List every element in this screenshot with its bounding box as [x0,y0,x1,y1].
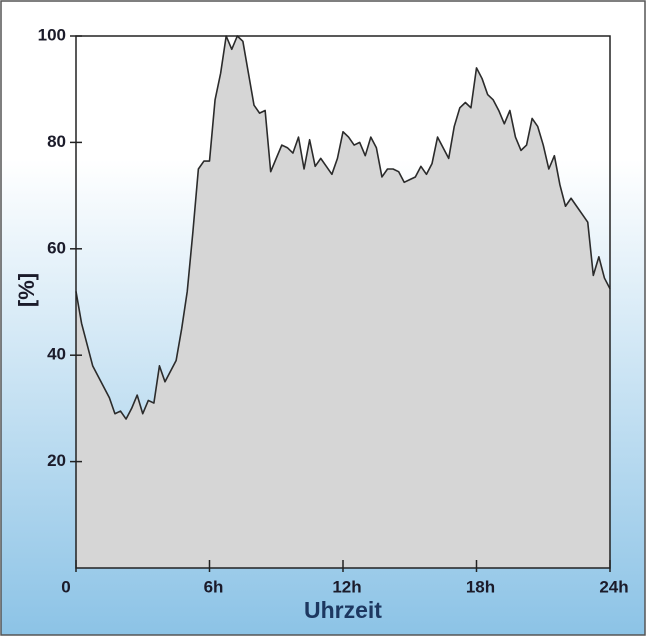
x-tick-label: 24h [599,577,628,596]
area-line [75,35,611,420]
x-axis-label: Uhrzeit [304,597,382,623]
y-tick-label: 20 [47,451,66,470]
area-fill [76,36,610,568]
y-tick-label: 80 [47,132,66,151]
y-tick-label: 100 [38,25,66,44]
y-tick-label: 60 [47,238,66,257]
x-tick-label: 6h [204,577,224,596]
y-tick-label: 40 [47,345,66,364]
x-tick-label: 12h [332,577,361,596]
x-tick-label: 0 [61,577,70,596]
y-axis-label: [%] [14,273,39,307]
x-tick-label: 18h [466,577,495,596]
